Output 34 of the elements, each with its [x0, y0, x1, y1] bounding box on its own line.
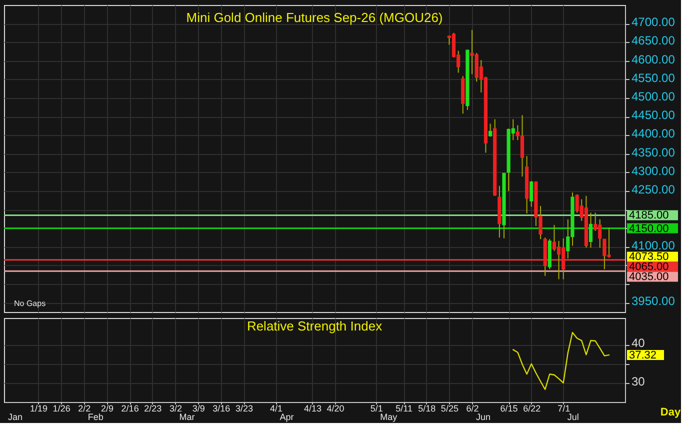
data-label: 37.32 [629, 349, 657, 362]
x-tick-label: 2/9 [100, 404, 114, 414]
text: Apr [280, 412, 294, 422]
x-tick-label: 3/9 [192, 404, 205, 414]
text: Jan [8, 412, 23, 422]
x-tick-label: 1/26 [52, 404, 70, 414]
x-tick-label: 6/22 [523, 404, 541, 414]
x-tick-label: 3/23 [235, 404, 253, 414]
x-tick-label: 4/13 [304, 404, 322, 414]
x-tick-label: 1/19 [30, 404, 48, 414]
text: Mar [179, 412, 195, 422]
x-tick-label: 2/23 [144, 404, 162, 414]
text: Jun [476, 412, 491, 422]
x-tick-label: 5/18 [418, 404, 436, 414]
chart-title: Relative Strength Index [246, 318, 383, 334]
x-tick-label: 6/15 [500, 404, 518, 414]
x-tick-label: 2/2 [78, 404, 91, 414]
y-tick-label: 30 [632, 374, 646, 388]
x-tick-label: 4/1 [270, 404, 282, 414]
text: Jul [567, 412, 579, 422]
x-tick-label: 6/2 [466, 404, 479, 414]
x-tick-label: 4/20 [326, 404, 344, 414]
text: Feb [88, 412, 104, 422]
x-axis-title: Day [660, 406, 682, 418]
line-series [512, 332, 610, 390]
x-tick-label: 3/16 [212, 404, 230, 414]
x-tick-label: 5/1 [370, 404, 383, 414]
x-tick-label: 3/2 [169, 404, 182, 414]
x-tick-label: 5/11 [396, 404, 412, 414]
text: May [380, 412, 398, 422]
y-tick-label: 40 [632, 336, 646, 350]
x-tick-label: 2/16 [121, 404, 139, 414]
x-tick-label: 5/25 [440, 404, 458, 414]
x-tick-label: 7/1 [558, 404, 570, 414]
